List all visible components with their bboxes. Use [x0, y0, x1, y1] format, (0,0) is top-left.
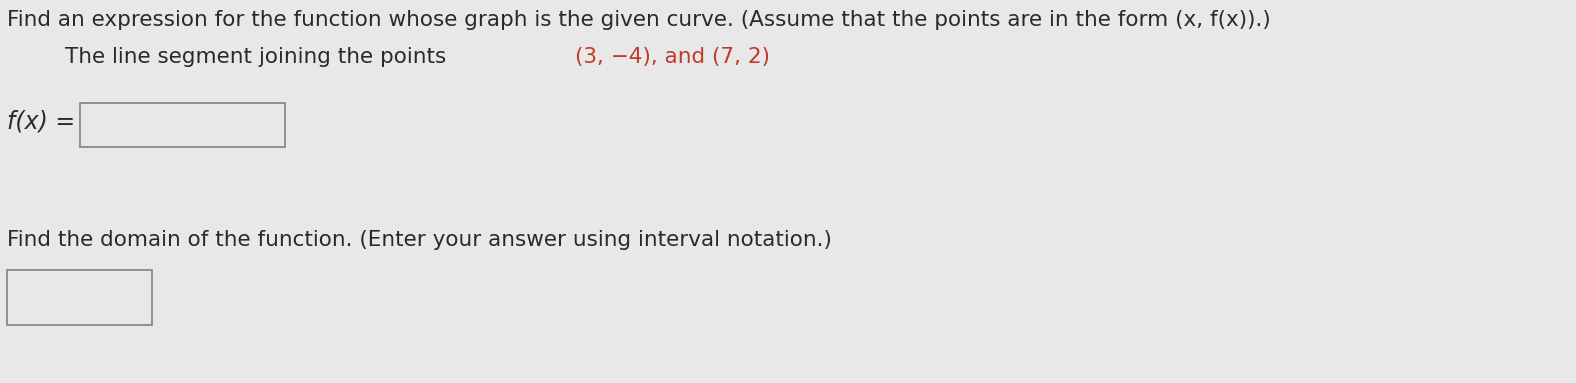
- Text: (3, −4), and (7, 2): (3, −4), and (7, 2): [575, 47, 769, 67]
- Text: f(x) =: f(x) =: [6, 110, 82, 134]
- Text: Find the domain of the function. (Enter your answer using interval notation.): Find the domain of the function. (Enter …: [6, 230, 832, 250]
- Bar: [6, 270, 151, 325]
- Bar: [80, 103, 285, 147]
- Text: The line segment joining the points: The line segment joining the points: [65, 47, 460, 67]
- Text: Find an expression for the function whose graph is the given curve. (Assume that: Find an expression for the function whos…: [6, 10, 1270, 30]
